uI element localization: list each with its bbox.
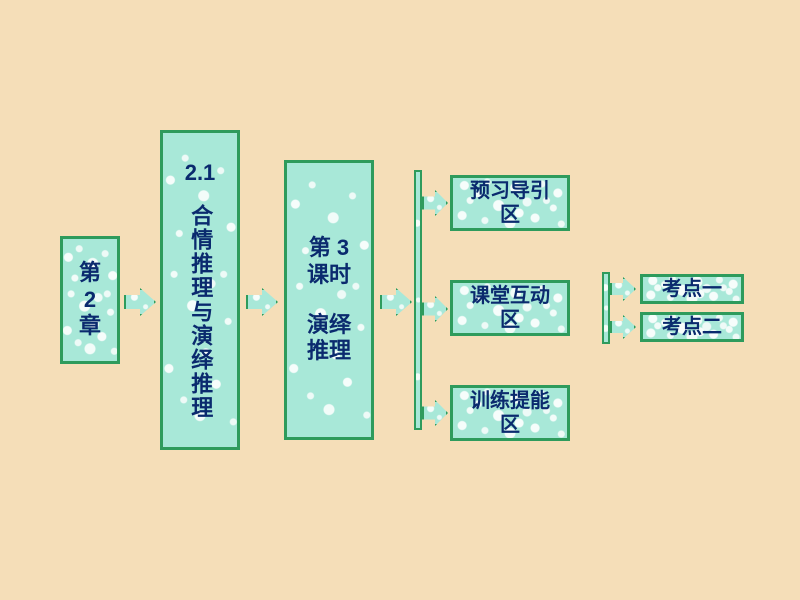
- zone3-label: 训练提能区: [468, 389, 552, 437]
- zone1-box: 预习导引区: [450, 175, 570, 231]
- zone2-label: 课堂互动区: [468, 284, 552, 332]
- section-box: 2.1 合情推理与演绎推理: [160, 130, 240, 450]
- point2-label: 考点二: [662, 315, 722, 339]
- lesson-title: 演绎推理: [302, 312, 356, 365]
- zone1-label: 预习导引区: [468, 179, 552, 227]
- section-title: 合情推理与演绎推理: [187, 204, 213, 420]
- arrow-8: [610, 315, 636, 339]
- lesson-box: 第 3 课时 演绎推理: [284, 160, 374, 440]
- point2-box: 考点二: [640, 312, 744, 342]
- arrow-2: [246, 288, 278, 316]
- lesson-number: 第 3 课时: [302, 235, 356, 288]
- connector-bar-2: [602, 272, 610, 344]
- arrow-6: [422, 400, 448, 426]
- connector-bar-1: [414, 170, 422, 430]
- point1-box: 考点一: [640, 274, 744, 304]
- arrow-4: [422, 190, 448, 216]
- zone3-box: 训练提能区: [450, 385, 570, 441]
- arrow-7: [610, 277, 636, 301]
- arrow-1: [124, 288, 156, 316]
- chapter-label: 第 2 章: [79, 260, 101, 339]
- zone2-box: 课堂互动区: [450, 280, 570, 336]
- point1-label: 考点一: [662, 277, 722, 301]
- chapter-box: 第 2 章: [60, 236, 120, 364]
- arrow-5: [422, 296, 448, 322]
- section-number: 2.1: [185, 160, 216, 186]
- arrow-3: [380, 288, 412, 316]
